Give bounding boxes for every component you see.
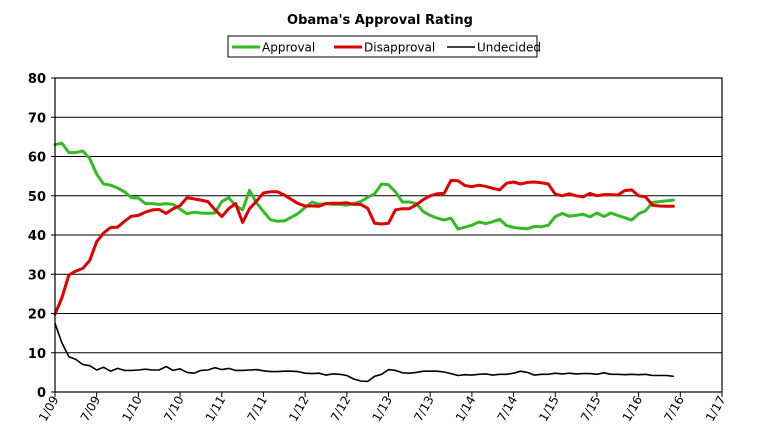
x-tick-label: 7/09	[78, 394, 104, 424]
series-line-undecided	[54, 322, 675, 383]
x-tick-label: 7/11	[244, 394, 270, 424]
x-tick-label: 7/12	[328, 394, 354, 424]
chart-title: Obama's Approval Rating	[287, 13, 473, 28]
y-tick-label: 0	[37, 386, 46, 401]
x-tick-label: 7/15	[578, 394, 604, 424]
x-tick-label: 1/11	[203, 394, 229, 424]
x-tick-label: 7/10	[161, 394, 187, 424]
x-axis-ticks: 1/09 7/09 1/10 7/10 1/11 7/11 1/12 7/12 1/13 7/13…	[36, 392, 729, 424]
y-axis-ticks: 0 10 20 30 40 50 60 70 80	[28, 72, 55, 401]
x-tick-label: 7/13	[411, 394, 437, 424]
y-tick-label: 20	[28, 308, 46, 323]
y-tick-label: 70	[28, 111, 46, 126]
legend-label-disapproval: Disapproval	[364, 41, 435, 55]
x-tick-label: 1/16	[620, 394, 646, 424]
grid-lines	[55, 77, 722, 393]
chart-legend: Approval Disapproval Undecided	[227, 35, 541, 58]
x-tick-label: 7/16	[661, 394, 687, 424]
series-line-approval	[53, 141, 675, 231]
x-tick-label: 1/12	[286, 394, 312, 424]
series-lines	[53, 141, 675, 383]
legend-label-approval: Approval	[262, 41, 315, 55]
y-tick-label: 30	[28, 268, 46, 283]
x-tick-label: 7/14	[495, 394, 521, 424]
x-tick-label: 1/13	[369, 394, 395, 424]
y-tick-label: 80	[28, 72, 46, 87]
legend-label-undecided: Undecided	[477, 41, 541, 55]
y-tick-label: 10	[28, 347, 46, 362]
x-tick-label: 1/14	[453, 394, 479, 424]
y-tick-label: 50	[28, 190, 46, 205]
plot-area-frame	[54, 77, 723, 393]
series-line-disapproval	[53, 178, 675, 316]
y-tick-label: 60	[28, 151, 46, 166]
y-tick-label: 40	[28, 229, 46, 244]
x-tick-label: 1/17	[703, 394, 729, 424]
x-tick-label: 1/10	[119, 394, 145, 424]
x-tick-label: 1/15	[536, 394, 562, 424]
